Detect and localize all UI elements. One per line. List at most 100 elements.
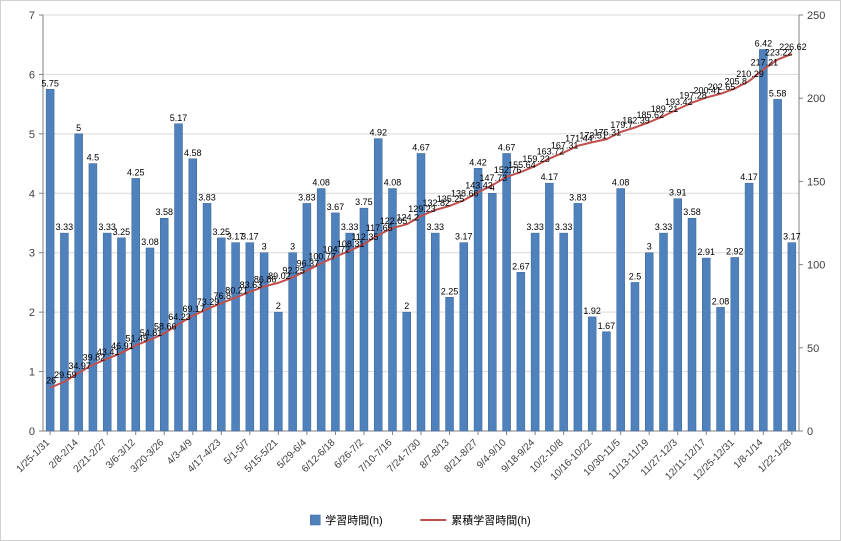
bar-data-label: 5 [76, 123, 81, 133]
bar [787, 242, 797, 432]
bar [88, 163, 98, 432]
bar-data-label: 3.83 [198, 192, 216, 202]
bar-data-label: 4 [490, 182, 495, 192]
bar [602, 331, 611, 432]
bar [431, 232, 440, 432]
bar-data-label: 4.08 [384, 178, 402, 188]
legend-line-label: 累積学習時間(h) [451, 513, 530, 527]
line-data-label: 193.42 [665, 97, 693, 107]
bar-data-label: 3.33 [426, 222, 444, 232]
line-data-label: 200.41 [694, 86, 722, 96]
line-data-label: 89.02 [268, 271, 291, 281]
bar [245, 242, 255, 432]
line-data-label: 159.23 [522, 154, 550, 164]
y-left-tick-label: 3 [29, 248, 35, 260]
bar [345, 232, 354, 432]
line-data-label: 104.72 [323, 245, 351, 255]
bar [502, 153, 511, 432]
line-data-label: 185.62 [636, 110, 664, 120]
bar [288, 252, 297, 432]
line-data-label: 73.29 [197, 297, 220, 307]
y-left-tick-label: 1 [29, 367, 35, 379]
bar-data-label: 3.17 [227, 232, 245, 242]
bar-data-label: 3.33 [341, 222, 359, 232]
bar [316, 188, 326, 432]
line-data-label: 197.28 [679, 91, 707, 101]
y-right-tick-label: 200 [807, 93, 825, 105]
bar-data-label: 5.58 [769, 88, 787, 98]
line-data-label: 135.25 [437, 194, 465, 204]
bar [573, 203, 583, 432]
bar [730, 257, 740, 432]
y-left-tick-label: 6 [29, 69, 35, 81]
bar-data-label: 3.58 [683, 207, 701, 217]
bar-data-label: 2 [404, 301, 409, 311]
bar-data-label: 3.17 [455, 232, 473, 242]
line-data-label: 132.82 [422, 198, 450, 208]
bar [373, 138, 383, 432]
bar [459, 242, 469, 432]
line-data-label: 112.35 [352, 232, 379, 242]
bar-data-label: 3.33 [56, 222, 74, 232]
bar-data-label: 3.33 [555, 222, 573, 232]
bar [202, 203, 212, 432]
bar-data-label: 2.5 [629, 271, 642, 281]
bar-data-label: 3.25 [213, 227, 231, 237]
bar-data-label: 3.17 [783, 232, 801, 242]
bar [302, 203, 312, 432]
line-data-label: 46.91 [111, 341, 134, 351]
line-data-label: 173.51 [579, 130, 607, 140]
y-left-tick-label: 0 [29, 426, 35, 438]
line-data-label: 189.21 [651, 104, 679, 114]
bar-data-label: 3.83 [298, 192, 316, 202]
bar-data-labels: 5.753.3354.53.333.254.253.083.585.174.58… [41, 38, 800, 330]
bar [687, 217, 697, 432]
line-data-label: 100.77 [308, 251, 336, 261]
bar [231, 242, 240, 432]
y-left-tick-label: 5 [29, 129, 35, 141]
line-data-label: 223.22 [765, 48, 793, 58]
bar [74, 133, 83, 432]
bar [445, 297, 454, 432]
bar-data-label: 4.42 [469, 157, 487, 167]
bar [644, 252, 654, 432]
bar-data-label: 4.67 [498, 142, 516, 152]
bar-data-label: 4.5 [87, 153, 100, 163]
bar-data-label: 3.33 [98, 222, 116, 232]
bar [274, 311, 283, 432]
y-left-tick-labels: 0 1 2 3 4 5 6 7 [29, 10, 43, 438]
bar-data-label: 3.91 [669, 188, 687, 198]
bar [473, 168, 483, 432]
line-data-label: 179.7 [610, 120, 633, 130]
line-data-label: 26 [46, 376, 56, 386]
bar-data-label: 3.17 [241, 232, 259, 242]
bar-data-label: 3.67 [327, 202, 345, 212]
line-data-label: 29.59 [54, 370, 77, 380]
line-data-label: 167.31 [551, 141, 579, 151]
line-data-label: 138.66 [451, 188, 479, 198]
bar-data-label: 2 [276, 301, 281, 311]
bar [102, 232, 112, 432]
bar-data-label: 5.75 [41, 78, 59, 88]
bar [174, 123, 183, 432]
bar [702, 257, 711, 432]
line-data-label: 83.63 [240, 280, 263, 290]
bar-data-label: 3.58 [155, 207, 173, 217]
line-data-label: 171.44 [565, 134, 593, 144]
line-data-label: 64.23 [168, 312, 191, 322]
y-right-tick-labels: 0 50 100 150 200 250 [799, 10, 825, 438]
bar-data-label: 1.67 [598, 321, 616, 331]
bar [716, 307, 725, 432]
bar-data-label: 3.33 [655, 222, 673, 232]
bar [587, 316, 597, 432]
legend-bar-swatch [310, 514, 321, 526]
bar [630, 282, 640, 432]
cumulative-line [49, 52, 793, 389]
line-data-label: 147.73 [480, 173, 508, 183]
line-data-label: 108.31 [337, 239, 365, 249]
line-data-label: 143.42 [465, 180, 493, 190]
bar [402, 311, 411, 432]
line-data-label: 51.49 [125, 333, 148, 343]
line-data-label: 34.97 [68, 361, 91, 371]
line-data-label: 76.8 [214, 291, 232, 301]
